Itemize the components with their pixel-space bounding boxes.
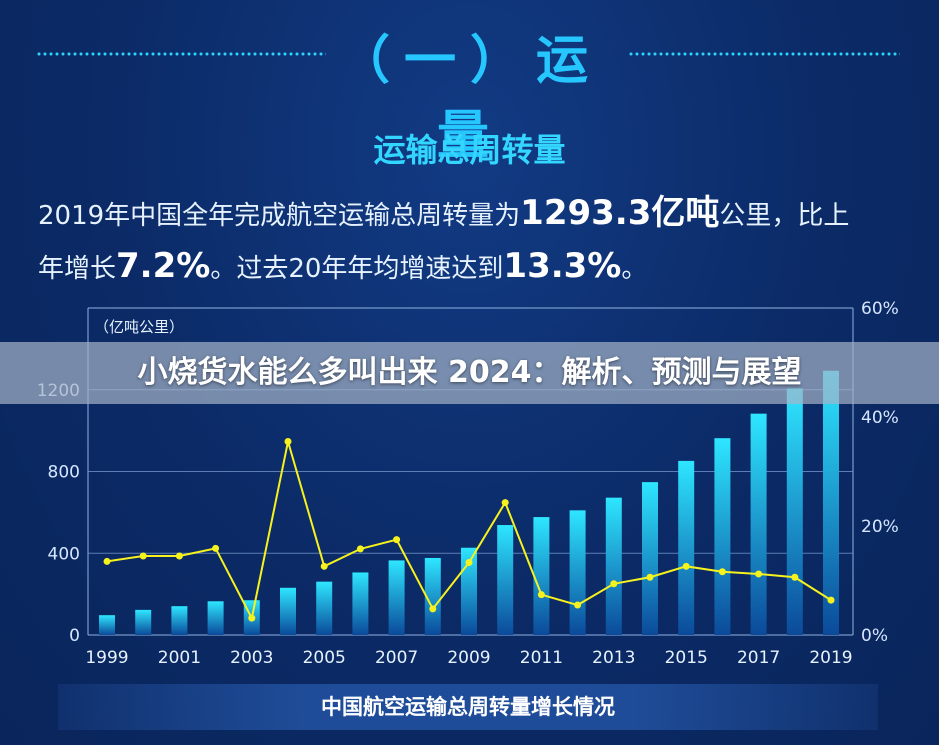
bar xyxy=(642,482,658,635)
growth-rate-point xyxy=(139,552,147,560)
y-left-tick-label: 800 xyxy=(48,463,80,483)
bar xyxy=(497,525,514,635)
growth-rate-point xyxy=(574,601,582,609)
y-left-unit-label: （亿吨公里） xyxy=(94,318,184,336)
bar xyxy=(461,547,477,635)
overlay-banner-text: 小烧货水能么多叫出来 2024：解析、预测与展望 xyxy=(137,355,802,390)
x-tick-label: 2017 xyxy=(737,648,780,668)
growth-rate-point xyxy=(393,536,401,544)
section-header: （一）运 量 xyxy=(0,18,939,166)
summary-value-growth: 7.2% xyxy=(116,246,211,286)
growth-rate-point xyxy=(755,570,763,578)
y-right-tick-label: 0% xyxy=(861,626,888,646)
bar xyxy=(533,517,550,635)
growth-rate-point xyxy=(501,499,509,507)
bar xyxy=(352,572,369,635)
y-right-tick-label: 20% xyxy=(861,517,899,537)
bar xyxy=(714,438,731,635)
x-tick-label: 2009 xyxy=(447,648,490,668)
x-tick-label: 2019 xyxy=(809,648,852,668)
chart-caption-bar: 中国航空运输总周转量增长情况 xyxy=(58,684,878,730)
bar xyxy=(316,581,333,635)
summary-value-total: 1293.3亿吨 xyxy=(520,193,720,233)
chart-caption: 中国航空运输总周转量增长情况 xyxy=(321,695,615,719)
x-tick-label: 2007 xyxy=(375,648,418,668)
growth-rate-point xyxy=(356,545,364,553)
x-tick-label: 1999 xyxy=(85,648,128,668)
growth-rate-point xyxy=(682,562,690,570)
x-tick-label: 2013 xyxy=(592,648,635,668)
growth-rate-point xyxy=(791,573,799,581)
summary-value-avg: 13.3% xyxy=(503,246,622,286)
bar xyxy=(171,606,188,635)
x-tick-label: 2001 xyxy=(158,648,201,668)
bar xyxy=(786,388,803,635)
header-dots-right xyxy=(628,52,900,56)
bar xyxy=(605,497,622,635)
growth-rate-point xyxy=(103,557,111,565)
y-right-tick-label: 60% xyxy=(861,299,899,319)
growth-rate-point xyxy=(284,438,292,446)
growth-rate-point xyxy=(320,562,328,570)
growth-rate-point xyxy=(827,596,835,604)
bar xyxy=(99,615,115,635)
bar xyxy=(388,560,405,635)
summary-text-2: 公里，比上 xyxy=(719,201,850,231)
summary-text-1: 2019年中国全年完成航空运输总周转量为 xyxy=(38,201,521,231)
x-tick-label: 2003 xyxy=(230,648,273,668)
summary-paragraph: 2019年中国全年完成航空运输总周转量为1293.3亿吨公里，比上 年增长7.2… xyxy=(38,188,908,294)
section-title: （一）运 量 xyxy=(337,31,602,166)
bar xyxy=(569,510,586,635)
x-tick-label: 2015 xyxy=(665,648,708,668)
growth-rate-point xyxy=(175,552,183,560)
summary-text-3: 年增长 xyxy=(38,254,117,284)
summary-text-5: 。 xyxy=(621,254,648,284)
y-left-tick-label: 0 xyxy=(69,626,80,646)
bar xyxy=(750,413,767,635)
header-dots-left xyxy=(36,52,326,56)
growth-rate-point xyxy=(248,614,256,622)
chart-subtitle: 运输总周转量 xyxy=(373,131,566,169)
bar xyxy=(678,460,695,635)
growth-rate-point xyxy=(465,559,473,567)
summary-text-4: 。过去20年年均增速达到 xyxy=(210,254,504,284)
bar xyxy=(135,609,152,635)
growth-rate-point xyxy=(212,544,220,552)
bar xyxy=(280,587,296,635)
overlay-banner: 小烧货水能么多叫出来 2024：解析、预测与展望 xyxy=(0,342,939,404)
growth-rate-point xyxy=(429,605,437,613)
growth-rate-point xyxy=(646,573,654,581)
growth-rate-point xyxy=(610,580,618,588)
bar xyxy=(823,370,839,635)
bar xyxy=(207,601,224,635)
growth-rate-point xyxy=(718,568,726,576)
growth-rate-point xyxy=(537,591,545,599)
y-left-tick-label: 400 xyxy=(48,544,80,564)
bar xyxy=(424,557,441,635)
x-tick-label: 2005 xyxy=(303,648,346,668)
y-right-tick-label: 40% xyxy=(861,408,899,428)
x-tick-label: 2011 xyxy=(520,648,563,668)
